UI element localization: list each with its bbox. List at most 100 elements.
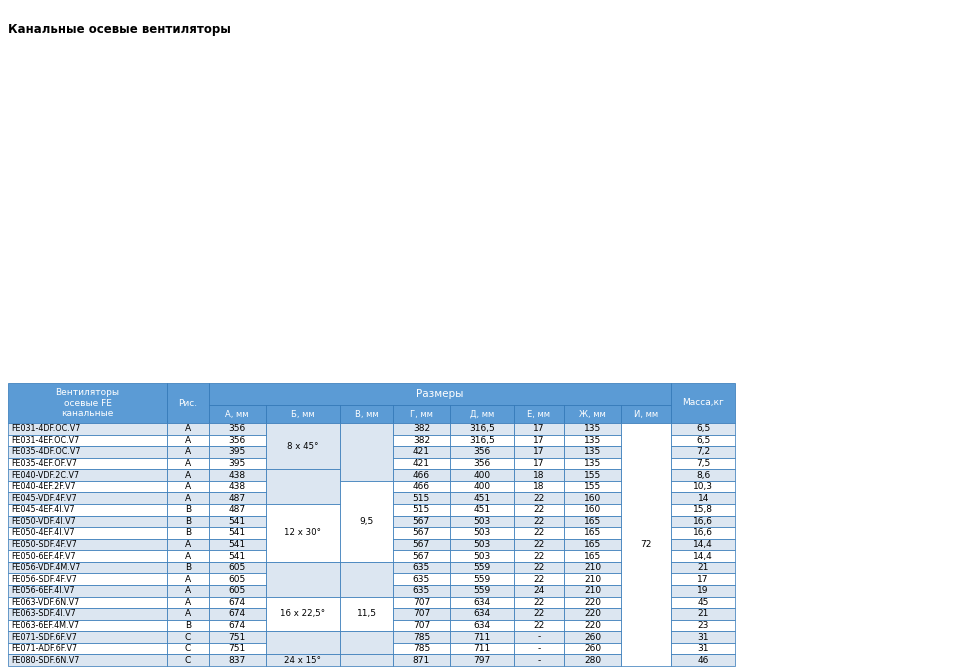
Bar — [450, 539, 513, 550]
Text: 46: 46 — [696, 656, 708, 665]
Text: 17: 17 — [532, 424, 544, 433]
Text: 541: 541 — [229, 552, 245, 560]
Text: Размеры: Размеры — [416, 389, 464, 399]
Bar — [8, 446, 167, 458]
Text: Г, мм: Г, мм — [410, 409, 432, 419]
Text: 503: 503 — [472, 540, 490, 549]
Text: 515: 515 — [413, 505, 429, 514]
Text: FE071-ADF.6F.V7: FE071-ADF.6F.V7 — [11, 644, 77, 653]
Text: 22: 22 — [533, 552, 544, 560]
Text: 14: 14 — [696, 494, 708, 503]
Bar — [167, 608, 208, 620]
Text: 10,3: 10,3 — [692, 482, 712, 491]
Bar — [208, 515, 265, 527]
Bar — [167, 585, 208, 597]
Bar — [671, 527, 734, 539]
Bar — [8, 435, 167, 446]
Text: 541: 541 — [229, 517, 245, 526]
Text: FE050-VDF.4I.V7: FE050-VDF.4I.V7 — [11, 517, 75, 526]
Text: 559: 559 — [472, 575, 490, 584]
Text: 22: 22 — [533, 494, 544, 503]
Bar — [167, 423, 208, 435]
Bar — [671, 469, 734, 481]
Bar — [450, 405, 513, 423]
Text: FE045-VDF.4F.V7: FE045-VDF.4F.V7 — [11, 494, 76, 503]
Bar — [563, 654, 620, 666]
Bar — [513, 435, 563, 446]
Text: 635: 635 — [413, 563, 429, 572]
Bar — [208, 643, 265, 654]
Text: 635: 635 — [413, 586, 429, 595]
Bar — [8, 515, 167, 527]
Bar — [392, 481, 450, 493]
Text: И, мм: И, мм — [634, 409, 657, 419]
Text: A: A — [185, 470, 191, 480]
Text: 155: 155 — [583, 482, 600, 491]
Bar — [513, 654, 563, 666]
Text: 559: 559 — [472, 563, 490, 572]
Text: 155: 155 — [583, 470, 600, 480]
Text: FE050-SDF.4F.V7: FE050-SDF.4F.V7 — [11, 540, 77, 549]
Text: 24: 24 — [533, 586, 544, 595]
Bar — [450, 631, 513, 643]
Bar — [8, 608, 167, 620]
Bar — [392, 539, 450, 550]
Text: 382: 382 — [413, 424, 429, 433]
Text: A: A — [185, 448, 191, 456]
Bar — [392, 631, 450, 643]
Text: 6,5: 6,5 — [695, 424, 710, 433]
Bar — [450, 643, 513, 654]
Bar — [513, 405, 563, 423]
Bar — [392, 574, 450, 585]
Text: FE080-SDF.6N.V7: FE080-SDF.6N.V7 — [11, 656, 79, 665]
Bar — [392, 643, 450, 654]
Bar — [265, 469, 340, 504]
Bar — [0, 0, 978, 381]
Text: 7,5: 7,5 — [695, 459, 710, 468]
Bar — [563, 643, 620, 654]
Bar — [671, 631, 734, 643]
Text: 160: 160 — [583, 505, 600, 514]
Bar — [671, 550, 734, 562]
Bar — [167, 654, 208, 666]
Bar — [8, 481, 167, 493]
Bar — [450, 620, 513, 631]
Bar — [208, 383, 671, 405]
Text: 165: 165 — [583, 517, 600, 526]
Bar — [671, 458, 734, 469]
Text: 541: 541 — [229, 529, 245, 537]
Text: 751: 751 — [228, 633, 245, 641]
Text: Б, мм: Б, мм — [290, 409, 315, 419]
Bar — [8, 562, 167, 574]
Bar — [513, 620, 563, 631]
Bar — [265, 423, 340, 469]
Bar — [392, 423, 450, 435]
Bar — [450, 550, 513, 562]
Bar — [671, 481, 734, 493]
Text: 22: 22 — [533, 621, 544, 630]
Bar — [8, 585, 167, 597]
Bar — [167, 458, 208, 469]
Bar — [167, 539, 208, 550]
Text: FE045-4EF.4I.V7: FE045-4EF.4I.V7 — [11, 505, 74, 514]
Bar — [340, 405, 392, 423]
Bar — [392, 469, 450, 481]
Bar — [167, 481, 208, 493]
Text: 605: 605 — [228, 563, 245, 572]
Bar — [450, 585, 513, 597]
Bar — [620, 405, 671, 423]
Text: 674: 674 — [229, 621, 245, 630]
Text: 711: 711 — [472, 633, 490, 641]
Text: 674: 674 — [229, 598, 245, 607]
Bar — [208, 562, 265, 574]
Text: FE063-6EF.4M.V7: FE063-6EF.4M.V7 — [11, 621, 79, 630]
Text: 17: 17 — [532, 436, 544, 445]
Text: 451: 451 — [472, 505, 490, 514]
Bar — [167, 550, 208, 562]
Text: 31: 31 — [696, 633, 708, 641]
Text: 559: 559 — [472, 586, 490, 595]
Bar — [265, 654, 340, 666]
Bar — [563, 597, 620, 608]
Bar — [513, 458, 563, 469]
Bar — [513, 493, 563, 504]
